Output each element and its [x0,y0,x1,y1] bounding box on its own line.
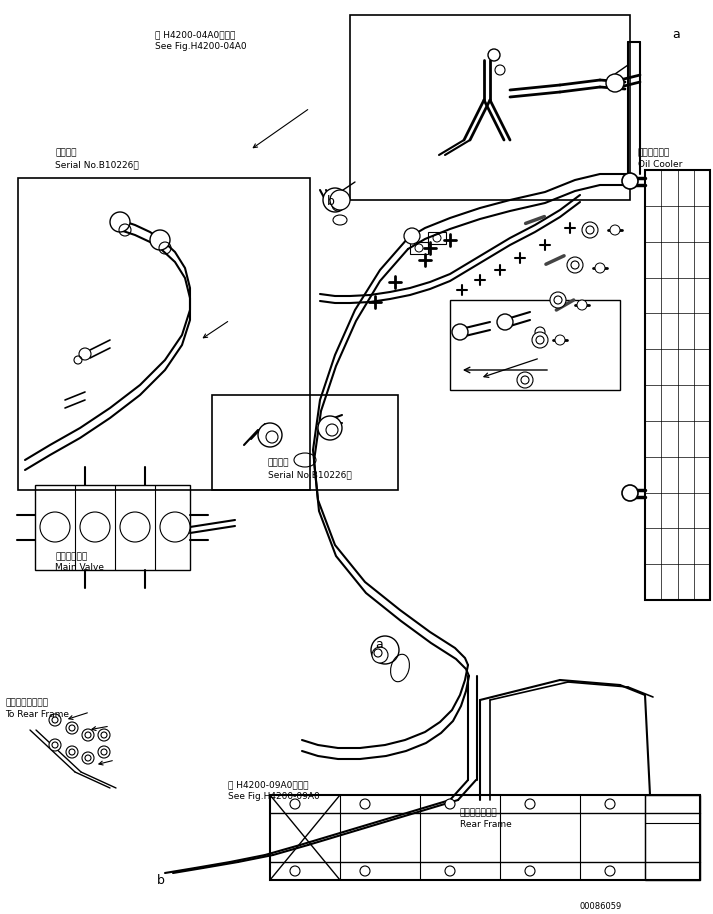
Text: Serial No.B10226～: Serial No.B10226～ [268,470,352,479]
Bar [350,15,630,200]
Circle shape [98,746,110,758]
Bar [450,300,620,390]
Circle shape [525,799,535,809]
Circle shape [150,230,170,250]
Text: Oil Cooler: Oil Cooler [638,160,682,169]
Circle shape [40,512,70,542]
Bar [18,178,310,490]
Bar [35,485,190,570]
Circle shape [258,423,282,447]
Circle shape [371,636,399,664]
Text: Main Valve: Main Valve [55,563,104,572]
Circle shape [488,49,500,61]
Circle shape [330,190,350,210]
Circle shape [495,65,505,75]
Text: リヤーフレームへ: リヤーフレームへ [5,698,48,707]
Circle shape [290,799,300,809]
Circle shape [610,225,620,235]
Circle shape [606,74,624,92]
Text: 第 H4200-09A0図参照: 第 H4200-09A0図参照 [228,780,309,789]
Circle shape [372,647,388,663]
Circle shape [160,512,190,542]
Bar [270,795,700,880]
Circle shape [452,324,468,340]
Bar [428,232,446,244]
Text: See Fig.H4200-09A0: See Fig.H4200-09A0 [228,792,319,801]
Circle shape [404,228,420,244]
Bar [212,395,398,490]
Circle shape [290,866,300,876]
Text: b: b [157,874,165,887]
Circle shape [82,752,94,764]
Circle shape [605,799,615,809]
Circle shape [550,292,566,308]
Circle shape [80,512,110,542]
Bar [410,242,428,254]
Circle shape [517,372,533,388]
Text: Serial No.B10226～: Serial No.B10226～ [55,160,139,169]
Circle shape [445,799,455,809]
Text: オイルクーラ: オイルクーラ [638,148,670,157]
Circle shape [120,512,150,542]
Circle shape [360,866,370,876]
Circle shape [82,729,94,741]
Circle shape [525,866,535,876]
Text: b: b [327,195,335,208]
Circle shape [595,263,605,273]
Circle shape [622,173,638,189]
Circle shape [605,866,615,876]
Text: a: a [672,28,679,41]
Circle shape [79,348,91,360]
Text: リヤーフレーム: リヤーフレーム [460,808,498,817]
Circle shape [622,485,638,501]
Circle shape [497,314,513,330]
Circle shape [445,866,455,876]
Circle shape [66,722,78,734]
Circle shape [318,416,342,440]
Circle shape [567,257,583,273]
Circle shape [582,222,598,238]
Circle shape [66,746,78,758]
Circle shape [555,335,565,345]
Text: 適用号機: 適用号機 [55,148,76,157]
Text: 適用号機: 適用号機 [268,458,289,467]
Text: メインバルブ: メインバルブ [55,552,87,561]
Circle shape [577,300,587,310]
Circle shape [98,729,110,741]
Circle shape [49,714,61,726]
Text: To Rear Frame: To Rear Frame [5,710,69,719]
Text: a: a [375,638,383,651]
Text: 第 H4200-04A0図参照: 第 H4200-04A0図参照 [155,30,235,39]
Circle shape [110,212,130,232]
Circle shape [49,739,61,751]
Circle shape [323,188,347,212]
Circle shape [532,332,548,348]
Text: See Fig.H4200-04A0: See Fig.H4200-04A0 [155,42,247,51]
Circle shape [360,799,370,809]
Bar [645,170,710,600]
Bar [645,795,700,880]
Text: Rear Frame: Rear Frame [460,820,512,829]
Text: 00086059: 00086059 [580,902,622,911]
